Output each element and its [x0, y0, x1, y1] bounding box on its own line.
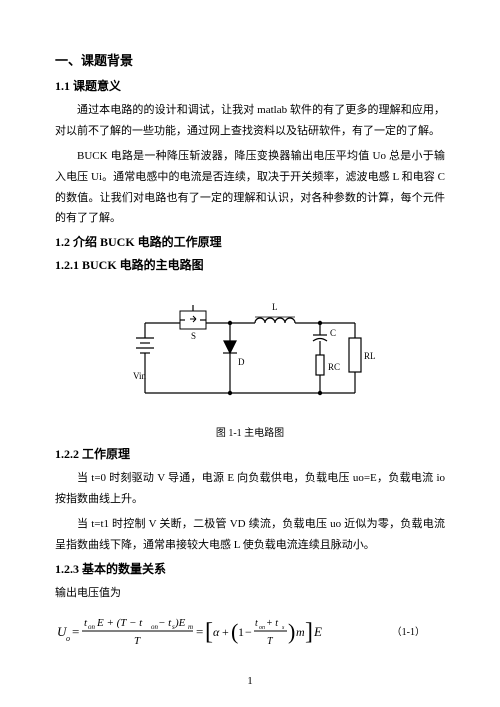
- paragraph: 通过本电路的的设计和调试，让我对 matlab 软件的有了更多的理解和应用，对以…: [55, 100, 445, 142]
- svg-text:=: =: [72, 624, 79, 639]
- equation-svg: U o = t on E + (T − t on − t s )E m T = …: [55, 610, 345, 652]
- circuit-figure: Vin S D L C RC RL 图 1-1 主电路图: [55, 283, 445, 439]
- label-l: L: [272, 302, 278, 312]
- svg-text:m: m: [188, 623, 193, 631]
- equation-number: （1-1）: [392, 623, 425, 638]
- paragraph: 输出电压值为: [55, 583, 445, 604]
- label-vin: Vin: [133, 371, 146, 381]
- paragraph: 当 t=t1 时控制 V 关断，二极管 VD 续流，负载电压 uo 近似为零，负…: [55, 514, 445, 556]
- svg-text:T: T: [267, 636, 274, 647]
- subsubsection-title: 1.2.2 工作原理: [55, 445, 445, 462]
- svg-text:[: [: [205, 619, 213, 645]
- svg-text:+: +: [222, 625, 229, 639]
- svg-text:o: o: [66, 634, 70, 643]
- svg-text:α: α: [213, 625, 220, 639]
- subsubsection-title: 1.2.1 BUCK 电路的主电路图: [55, 256, 445, 273]
- label-rl: RL: [364, 351, 376, 361]
- svg-text:T: T: [134, 635, 141, 647]
- page-number: 1: [247, 675, 253, 687]
- subsection-title: 1.2 介绍 BUCK 电路的工作原理: [55, 233, 445, 250]
- paragraph: BUCK 电路是一种降压斩波器，降压变换器输出电压平均值 Uo 总是小于输入电压…: [55, 146, 445, 230]
- svg-text:): ): [288, 619, 295, 644]
- subsubsection-title: 1.2.3 基本的数量关系: [55, 560, 445, 577]
- svg-text:−: −: [245, 625, 252, 639]
- svg-text:s: s: [282, 625, 285, 631]
- svg-text:on: on: [88, 623, 96, 631]
- svg-text:=: =: [196, 624, 203, 639]
- section-title: 一、课题背景: [55, 50, 445, 69]
- svg-text:E: E: [313, 624, 322, 639]
- label-rc: RC: [328, 362, 340, 372]
- label-c: C: [330, 328, 336, 338]
- paragraph: 当 t=0 时刻驱动 V 导通，电源 E 向负载供电，负载电压 uo=E，负载电…: [55, 468, 445, 510]
- subsection-title: 1.1 课题意义: [55, 77, 445, 94]
- svg-text:)E: )E: [174, 617, 186, 629]
- svg-text:− t: − t: [158, 617, 172, 629]
- svg-text:E + (T − t: E + (T − t: [96, 617, 143, 629]
- svg-text:+ t: + t: [266, 618, 278, 629]
- circuit-diagram-svg: Vin S D L C RC RL: [120, 283, 380, 413]
- label-d: D: [238, 357, 245, 367]
- figure-caption: 图 1-1 主电路图: [55, 424, 445, 439]
- label-s: S: [191, 331, 196, 341]
- svg-text:on: on: [259, 625, 265, 631]
- svg-text:m: m: [296, 625, 305, 639]
- svg-text:t: t: [255, 618, 258, 629]
- svg-text:]: ]: [305, 619, 313, 645]
- equation-row: U o = t on E + (T − t on − t s )E m T = …: [55, 610, 445, 652]
- svg-text:1: 1: [238, 625, 244, 639]
